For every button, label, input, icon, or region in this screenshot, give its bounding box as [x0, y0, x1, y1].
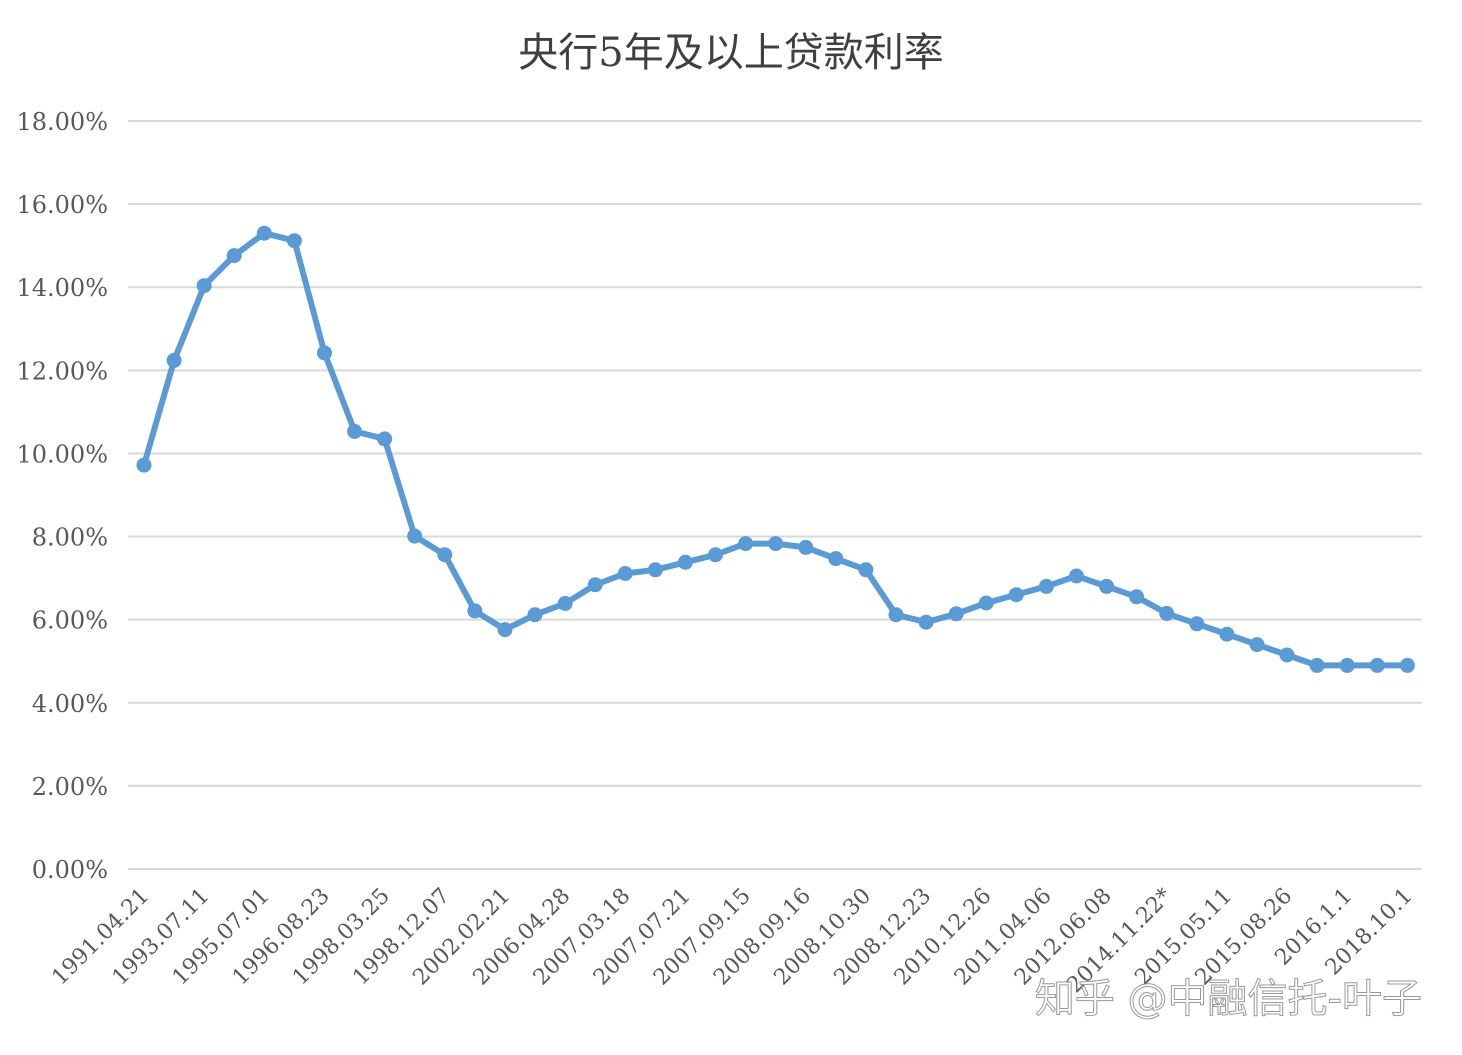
data-point	[888, 607, 904, 623]
data-point	[166, 352, 182, 368]
data-point	[557, 596, 573, 611]
data-point	[828, 551, 844, 567]
data-point	[1339, 657, 1355, 673]
y-tick-label: 14.00%	[16, 274, 108, 302]
y-tick-label: 6.00%	[32, 607, 108, 635]
y-tick-label: 12.00%	[16, 357, 108, 385]
data-point	[918, 614, 934, 630]
data-point	[1309, 657, 1325, 673]
data-point	[1099, 578, 1115, 594]
data-point	[377, 431, 393, 447]
data-point	[467, 603, 483, 619]
watermark: 知乎 @中融信托-叶子	[1035, 976, 1422, 1022]
data-point	[1369, 657, 1385, 673]
data-point	[347, 423, 363, 439]
y-tick-label: 0.00%	[32, 856, 108, 884]
data-point	[497, 622, 513, 638]
data-point	[286, 233, 302, 249]
y-tick-label: 4.00%	[32, 690, 108, 718]
data-point	[317, 345, 332, 361]
series-group	[136, 225, 1415, 673]
data-point	[738, 536, 754, 552]
data-point	[1279, 647, 1295, 663]
data-point	[1008, 587, 1024, 603]
data-point	[948, 606, 964, 622]
data-point	[136, 457, 152, 473]
y-tick-label: 18.00%	[16, 108, 108, 136]
data-point	[858, 562, 874, 578]
data-point	[196, 278, 212, 294]
data-point	[1399, 657, 1415, 673]
y-tick-label: 16.00%	[16, 191, 108, 219]
data-point	[647, 562, 663, 578]
y-tick-label: 2.00%	[32, 773, 108, 801]
data-point	[1219, 626, 1235, 642]
y-axis-ticks: 0.00% 2.00% 4.00% 6.00% 8.00% 10.00% 12.00% 14.…	[16, 108, 108, 884]
y-tick-label: 10.00%	[16, 440, 108, 468]
data-point	[437, 547, 453, 563]
data-point	[226, 248, 242, 264]
data-point	[617, 566, 633, 581]
data-point	[1129, 589, 1145, 605]
data-point	[1249, 637, 1265, 653]
data-point	[1159, 605, 1175, 621]
chart-title: 央行5年及以上贷款利率	[518, 30, 943, 76]
data-point	[587, 577, 603, 593]
data-point	[1069, 568, 1084, 584]
y-tick-label: 8.00%	[32, 524, 108, 552]
data-point	[708, 547, 723, 563]
data-point	[1189, 616, 1205, 632]
data-point	[256, 225, 272, 241]
data-point	[978, 595, 994, 611]
data-point	[768, 536, 784, 552]
data-point	[798, 539, 814, 555]
gridlines	[128, 120, 1422, 870]
data-point	[1038, 578, 1054, 594]
data-point	[407, 528, 423, 544]
data-point	[527, 607, 543, 623]
data-point	[677, 554, 693, 570]
